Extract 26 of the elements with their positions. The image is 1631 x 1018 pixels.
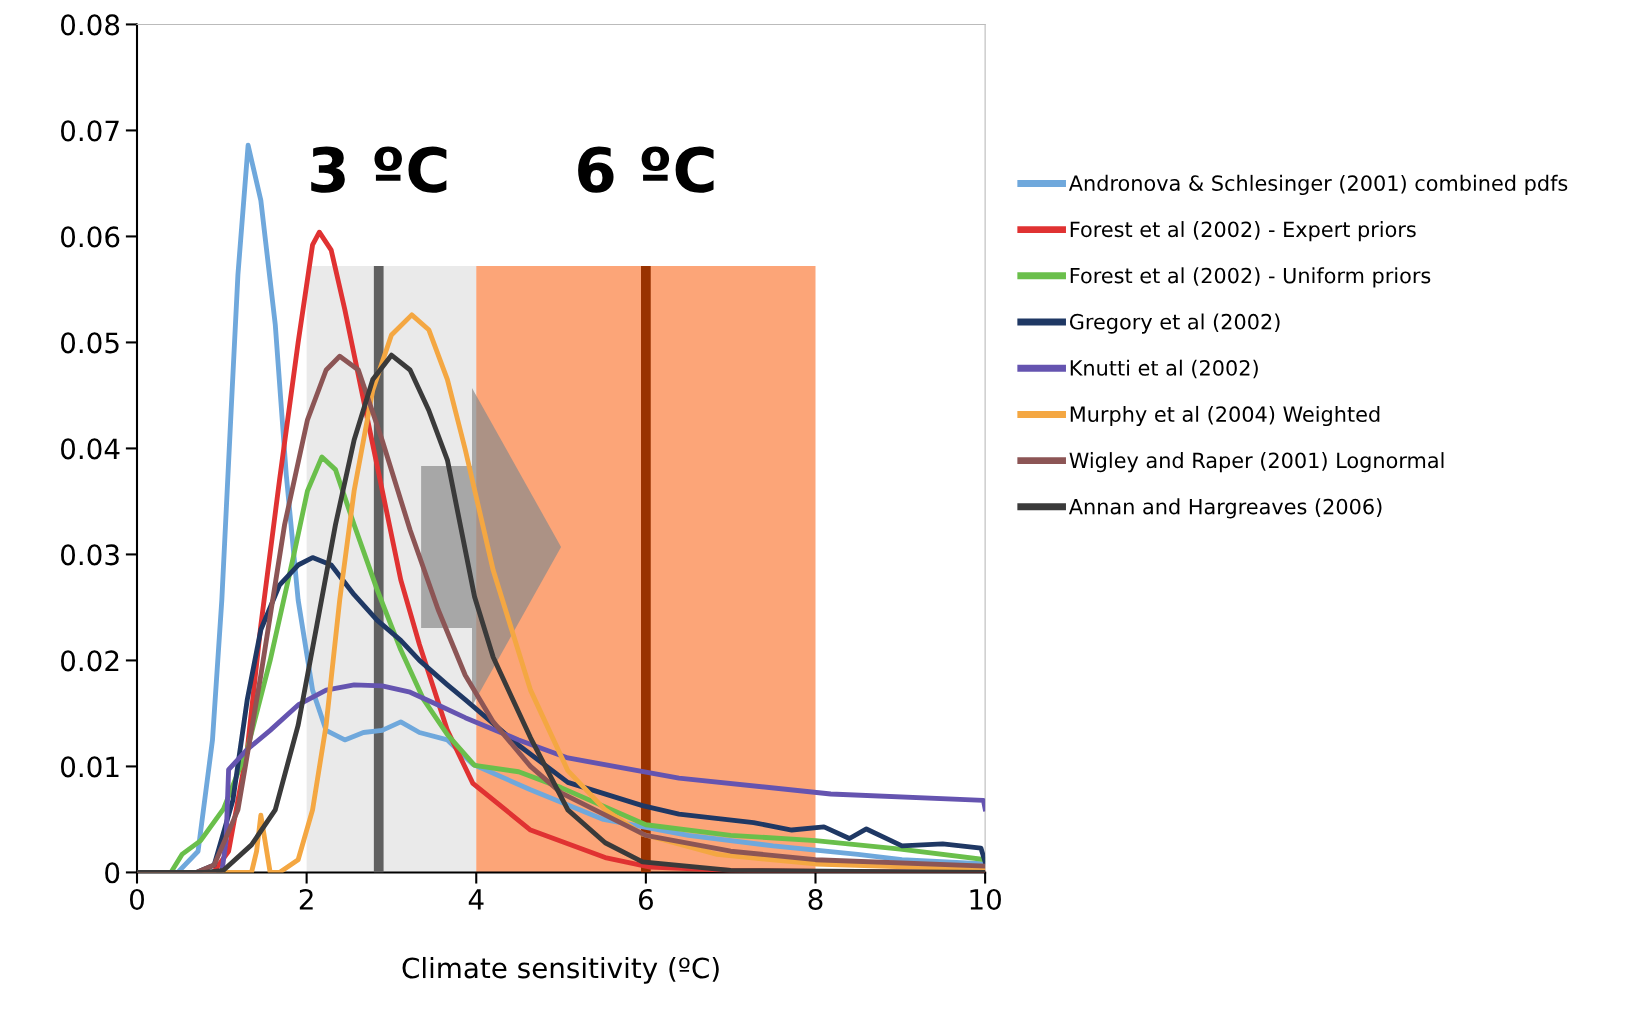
x-tick-label: 10 — [970, 888, 1001, 910]
ref-line-label: 3 ºC — [311, 146, 447, 193]
x-tick-label: 6 — [638, 888, 653, 910]
legend-label: Andronova & Schlesinger (2001) combined pdfs — [1068, 174, 1568, 196]
legend-label: Forest et al (2002) - Expert priors — [1070, 221, 1416, 242]
legend-label: Gregory et al (2002) — [1069, 313, 1280, 334]
x-tick-label: 4 — [468, 889, 484, 910]
y-tick-label: 0 — [105, 862, 120, 884]
y-tick-label: 0.08 — [61, 14, 120, 36]
legend-label: Wigley and Raper (2001) Lognormal — [1069, 452, 1444, 473]
x-tick-label: 2 — [299, 888, 313, 910]
x-axis-title: Climate sensitivity (ºC) — [402, 956, 719, 984]
y-tick-label: 0.02 — [61, 650, 119, 672]
ref-line-label: 6 ºC — [578, 146, 714, 193]
y-tick-label: 0.01 — [61, 756, 119, 778]
y-tick-label: 0.04 — [61, 438, 120, 460]
y-tick-label: 0.07 — [61, 120, 119, 142]
legend-label: Murphy et al (2004) Weighted — [1070, 405, 1380, 427]
x-tick-label: 0 — [130, 888, 144, 910]
legend-label: Knutti et al (2002) — [1070, 359, 1258, 379]
legend-label: Annan and Hargreaves (2006) — [1068, 498, 1382, 519]
legend-label: Forest et al (2002) - Uniform priors — [1070, 267, 1431, 288]
y-tick-label: 0.03 — [61, 544, 119, 566]
y-tick-label: 0.06 — [61, 226, 120, 248]
x-tick-label: 8 — [808, 888, 823, 910]
y-tick-label: 0.05 — [61, 332, 119, 354]
